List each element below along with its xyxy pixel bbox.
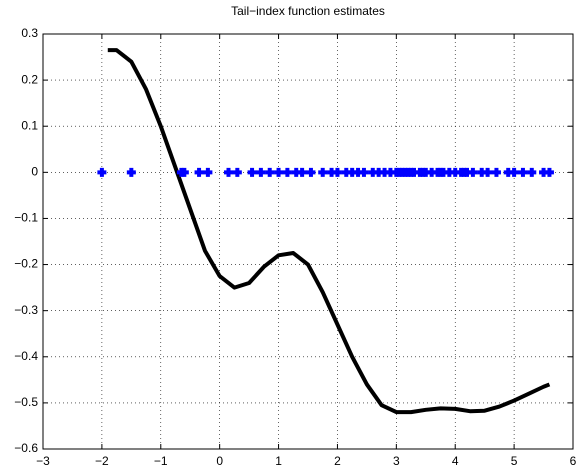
marker <box>544 167 554 177</box>
chart-title: Tail−index function estimates <box>231 4 385 18</box>
y-tick-label: −0.3 <box>14 303 38 317</box>
x-tick-label: −2 <box>95 454 109 468</box>
marker <box>297 167 307 177</box>
marker <box>224 167 233 177</box>
x-tick-label: 0 <box>216 454 223 468</box>
marker <box>97 167 107 177</box>
y-tick-label: −0.5 <box>14 395 38 409</box>
x-tick-label: 2 <box>334 454 341 468</box>
marker <box>247 167 257 177</box>
x-tick-label: −1 <box>154 454 168 468</box>
marker <box>306 167 316 177</box>
x-tick-label: 3 <box>393 454 400 468</box>
marker <box>203 167 213 177</box>
x-tick-label: 1 <box>275 454 282 468</box>
marker <box>518 167 528 177</box>
marker <box>483 167 493 177</box>
y-tick-label: −0.2 <box>14 257 38 271</box>
x-tick-label: 5 <box>511 454 518 468</box>
marker <box>265 167 275 177</box>
y-tick-label: 0 <box>31 165 38 179</box>
marker <box>318 167 328 177</box>
marker <box>194 167 204 177</box>
y-tick-label: 0.3 <box>21 26 38 40</box>
marker <box>232 167 242 177</box>
marker <box>256 167 266 177</box>
marker <box>509 167 519 177</box>
x-tick-label: 4 <box>452 454 459 468</box>
marker <box>527 167 537 177</box>
y-tick-label: 0.2 <box>21 72 38 86</box>
marker <box>282 167 292 177</box>
line <box>107 48 551 415</box>
marker <box>274 167 284 177</box>
y-tick-label: −0.1 <box>14 211 38 225</box>
marker <box>491 167 501 177</box>
marker <box>359 167 369 177</box>
y-tick-label: −0.4 <box>14 349 38 363</box>
x-tick-label: 6 <box>570 454 577 468</box>
marker <box>332 167 342 177</box>
plot-frame <box>42 33 574 450</box>
y-tick-label: −0.6 <box>14 441 38 455</box>
marker <box>126 167 136 177</box>
y-tick-label: 0.1 <box>21 118 38 132</box>
marker <box>468 167 478 177</box>
x-tick-label: −3 <box>36 454 50 468</box>
marker <box>179 167 189 177</box>
